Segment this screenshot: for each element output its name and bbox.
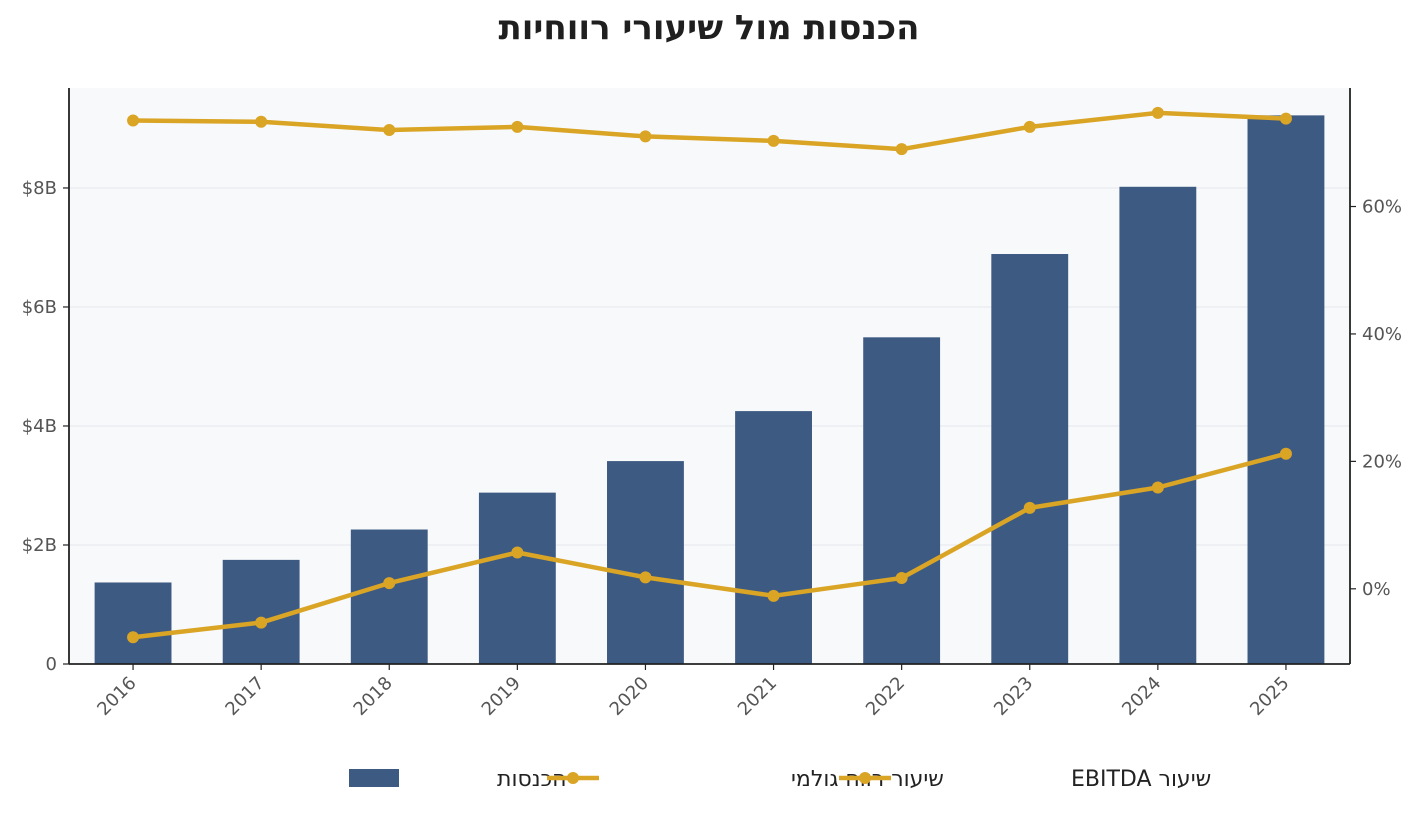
- point-1-2016: [127, 631, 140, 644]
- point-0-2020: [639, 130, 652, 143]
- bar-2016: [94, 582, 172, 664]
- right-tick-label: 20%: [1362, 451, 1402, 472]
- point-1-2024: [1151, 481, 1164, 494]
- point-0-2021: [767, 134, 780, 147]
- point-0-2024: [1151, 106, 1164, 119]
- legend-swatch-marker: [567, 772, 579, 784]
- point-1-2025: [1279, 447, 1292, 460]
- x-tick-label: 2016: [93, 673, 140, 720]
- right-tick-label: 0%: [1362, 579, 1391, 600]
- left-tick-label: $6B: [22, 297, 57, 318]
- x-tick-label: 2018: [350, 673, 397, 720]
- left-tick-label: $8B: [22, 178, 57, 199]
- chart-title: הכנסות מול שיעורי רווחיות: [498, 8, 920, 48]
- point-0-2016: [127, 114, 140, 127]
- bar-2024: [1119, 186, 1197, 664]
- bar-2020: [607, 461, 684, 664]
- bar-2023: [991, 254, 1069, 664]
- left-tick-label: 0: [46, 654, 57, 675]
- point-1-2022: [895, 571, 908, 584]
- point-0-2023: [1023, 120, 1036, 133]
- x-tick-label: 2024: [1118, 673, 1165, 720]
- x-tick-label: 2025: [1246, 673, 1293, 720]
- bar-2021: [735, 411, 812, 664]
- x-tick-label: 2019: [478, 673, 525, 720]
- bar-2025: [1247, 115, 1325, 665]
- x-tick-label: 2022: [862, 673, 909, 720]
- point-1-2017: [255, 616, 268, 629]
- bar-2018: [350, 529, 428, 664]
- right-tick-label: 40%: [1362, 324, 1402, 345]
- bar-2019: [478, 492, 556, 664]
- legend-swatch-marker: [859, 772, 871, 784]
- legend-swatch-bar: [349, 769, 399, 787]
- x-tick-label: 2023: [990, 673, 1037, 720]
- point-0-2019: [511, 120, 524, 133]
- bar-2017: [222, 559, 300, 664]
- x-tick-label: 2021: [734, 673, 781, 720]
- point-0-2018: [383, 124, 396, 137]
- line-series-0: [133, 110, 1287, 152]
- left-tick-label: $4B: [22, 416, 57, 437]
- point-1-2020: [639, 571, 652, 584]
- point-1-2023: [1023, 501, 1036, 514]
- point-1-2018: [383, 577, 396, 590]
- point-0-2017: [255, 115, 268, 128]
- right-tick-label: 60%: [1362, 197, 1402, 218]
- point-0-2025: [1279, 112, 1292, 125]
- x-tick-label: 2020: [606, 673, 653, 720]
- point-0-2022: [895, 143, 908, 156]
- point-1-2021: [767, 589, 780, 602]
- x-tick-label: 2017: [221, 673, 268, 720]
- bar-2022: [863, 337, 941, 664]
- left-tick-label: $2B: [22, 535, 57, 556]
- legend-label: שיעור EBITDA: [1071, 767, 1211, 792]
- point-1-2019: [511, 546, 524, 559]
- line-series-1: [132, 451, 1287, 640]
